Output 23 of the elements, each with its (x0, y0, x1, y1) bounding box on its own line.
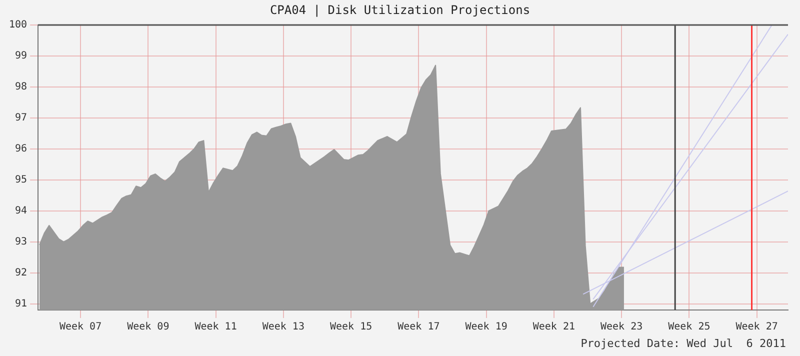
text: Projected Date: Wed Jul 6 2011 (580, 337, 786, 350)
y-tick-label: 97 (15, 112, 28, 124)
x-tick-label: Week 25 (668, 322, 710, 333)
y-tick-label: 95 (15, 174, 28, 186)
x-tick-label: Week 11 (194, 322, 237, 333)
chart-title: CPA04 | Disk Utilization Projections (268, 3, 532, 17)
x-tick-label: Week 21 (532, 322, 575, 333)
x-tick-label: Week 23 (600, 322, 643, 333)
y-tick-label: 92 (15, 267, 28, 278)
y-tick-label: 91 (15, 298, 28, 310)
y-tick-label: 100 (9, 20, 28, 31)
x-tick-label: Week 15 (330, 322, 372, 333)
x-tick-label: Week 27 (736, 322, 778, 333)
y-tick-label: 98 (15, 82, 28, 93)
y-tick-label: 93 (15, 236, 28, 248)
y-tick-label: 94 (15, 205, 28, 216)
x-tick-label: Week 19 (465, 322, 508, 333)
x-tick-label: Week 17 (398, 322, 440, 333)
x-tick-label: Week 07 (59, 322, 102, 333)
x-tick-label: Week 13 (262, 322, 304, 333)
y-tick-label: 99 (15, 50, 28, 62)
y-tick-label: 96 (15, 144, 28, 155)
x-tick-label: Week 09 (127, 322, 170, 333)
